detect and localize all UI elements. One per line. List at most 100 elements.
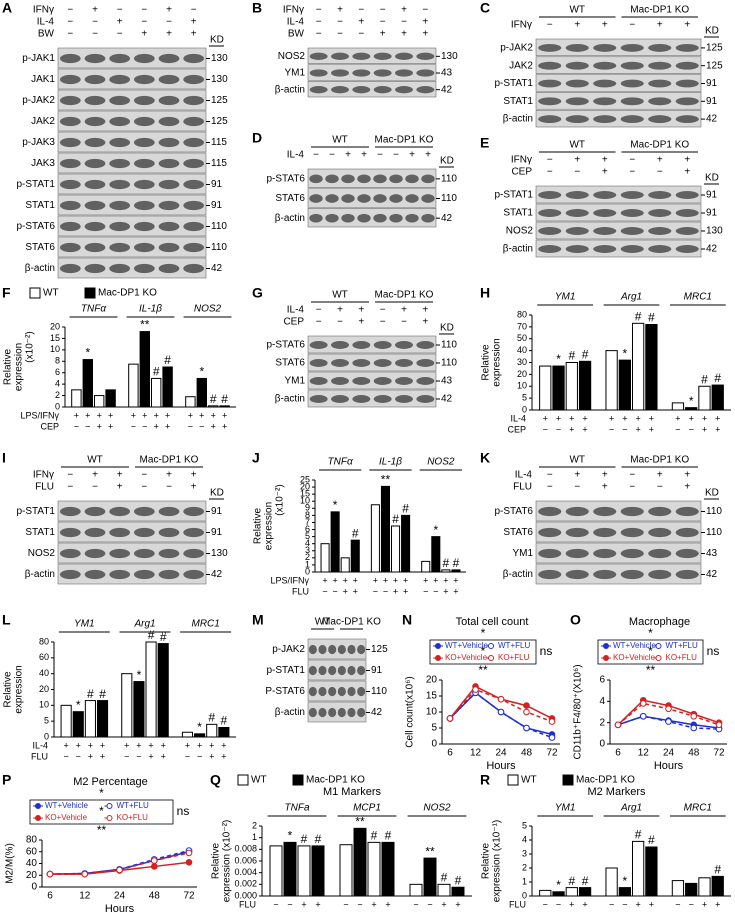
bar <box>565 887 578 897</box>
treatment-sign: + <box>385 899 390 909</box>
treatment-sign: − <box>401 317 407 328</box>
treatment-sign: + <box>684 482 690 493</box>
y-tick-label: 0.000 <box>234 890 257 900</box>
band-label: YM1 <box>512 548 533 559</box>
treatment-sign: − <box>657 482 663 493</box>
band-label: p-JAK2 <box>22 95 55 106</box>
band <box>620 191 644 199</box>
x-tick-label: 12 <box>79 891 91 902</box>
band <box>416 52 435 60</box>
band <box>565 227 589 235</box>
treatment-sign: − <box>67 17 73 28</box>
band-label: p-STAT1 <box>494 78 533 89</box>
band <box>331 52 349 60</box>
treatment-sign: − <box>92 29 98 40</box>
significance: # <box>99 687 106 701</box>
band <box>183 179 205 190</box>
y-tick-label: 40 <box>517 345 527 355</box>
group-label: WT <box>87 455 103 466</box>
treatment-sign: − <box>337 17 343 28</box>
panel-label: I <box>2 450 6 466</box>
band <box>675 569 699 580</box>
band <box>109 158 131 169</box>
significance: ** <box>355 815 365 829</box>
treatment-sign: − <box>337 317 343 328</box>
treatment-sign: + <box>455 899 460 909</box>
kd-value: 43 <box>706 548 718 559</box>
y-tick-label: 4 <box>599 696 605 707</box>
treatment-sign: + <box>322 575 327 585</box>
band <box>593 191 617 199</box>
band-label: JAK3 <box>31 158 55 169</box>
treatment-sign: + <box>649 413 654 423</box>
band <box>593 227 617 235</box>
treatment-sign: − <box>76 751 81 761</box>
legend-marker <box>35 815 41 821</box>
band-label: STAT6 <box>503 527 533 538</box>
bar <box>380 485 390 573</box>
treatment-sign: − <box>316 5 322 16</box>
band <box>109 74 131 85</box>
treatment-sign: + <box>185 740 190 750</box>
y-axis-label: CD11b⁺F4/80⁺(X10⁶) <box>573 664 584 759</box>
treatment-label: CEP <box>507 424 526 434</box>
treatment-sign: + <box>154 410 159 420</box>
kd-value: 91 <box>706 208 718 219</box>
band <box>84 179 106 190</box>
treatment-sign: + <box>582 899 587 909</box>
group-label: WT <box>332 135 348 146</box>
treatment-sign: + <box>191 470 197 481</box>
kd-value: 42 <box>441 213 453 224</box>
significance: # <box>392 512 399 526</box>
kd-value: 130 <box>211 53 228 64</box>
series-line <box>449 691 553 739</box>
band <box>395 395 413 403</box>
band <box>331 86 349 94</box>
x-tick-label: 72 <box>713 748 725 759</box>
band-label: STAT6 <box>275 358 305 369</box>
panel-label: D <box>252 130 262 146</box>
band <box>416 86 435 94</box>
treatment-sign: + <box>74 410 79 420</box>
significance: * <box>85 346 90 360</box>
band <box>318 686 327 697</box>
band <box>538 506 562 517</box>
bar <box>72 711 84 738</box>
treatment-sign: + <box>569 424 574 434</box>
kd-value: 125 <box>211 95 228 106</box>
y-tick-label: 0 <box>55 401 60 411</box>
treatment-sign: + <box>401 29 407 40</box>
treatment-sign: + <box>100 740 105 750</box>
bar <box>82 359 93 408</box>
treatment-sign: − <box>543 899 548 909</box>
panel-label: G <box>252 285 263 301</box>
panel-label: Q <box>210 772 221 788</box>
band <box>373 377 392 385</box>
point <box>446 715 454 722</box>
band <box>109 548 131 559</box>
band <box>84 548 106 559</box>
band <box>183 116 205 127</box>
treatment-sign: − <box>67 5 73 16</box>
band <box>352 69 371 77</box>
band <box>593 79 617 88</box>
treatment-sign: − <box>273 899 278 909</box>
band <box>648 115 672 124</box>
panel-label: R <box>480 772 490 788</box>
band <box>158 158 180 169</box>
band <box>59 527 81 538</box>
significance: # <box>648 833 655 847</box>
treatment-sign: − <box>74 421 79 431</box>
point <box>715 721 723 729</box>
group-label: Mac-DP1 KO <box>630 455 689 466</box>
y-tick-label: 80 <box>39 636 49 646</box>
x-tick-label: 48 <box>521 748 533 759</box>
legend-label: Mac-DP1 KO <box>576 775 635 786</box>
treatment-sign: − <box>185 751 190 761</box>
bar <box>605 867 618 897</box>
band <box>109 506 131 517</box>
legend-marker <box>435 655 441 661</box>
x-tick-label: 24 <box>114 891 126 902</box>
treatment-sign: + <box>657 155 663 166</box>
significance: # <box>210 392 217 406</box>
